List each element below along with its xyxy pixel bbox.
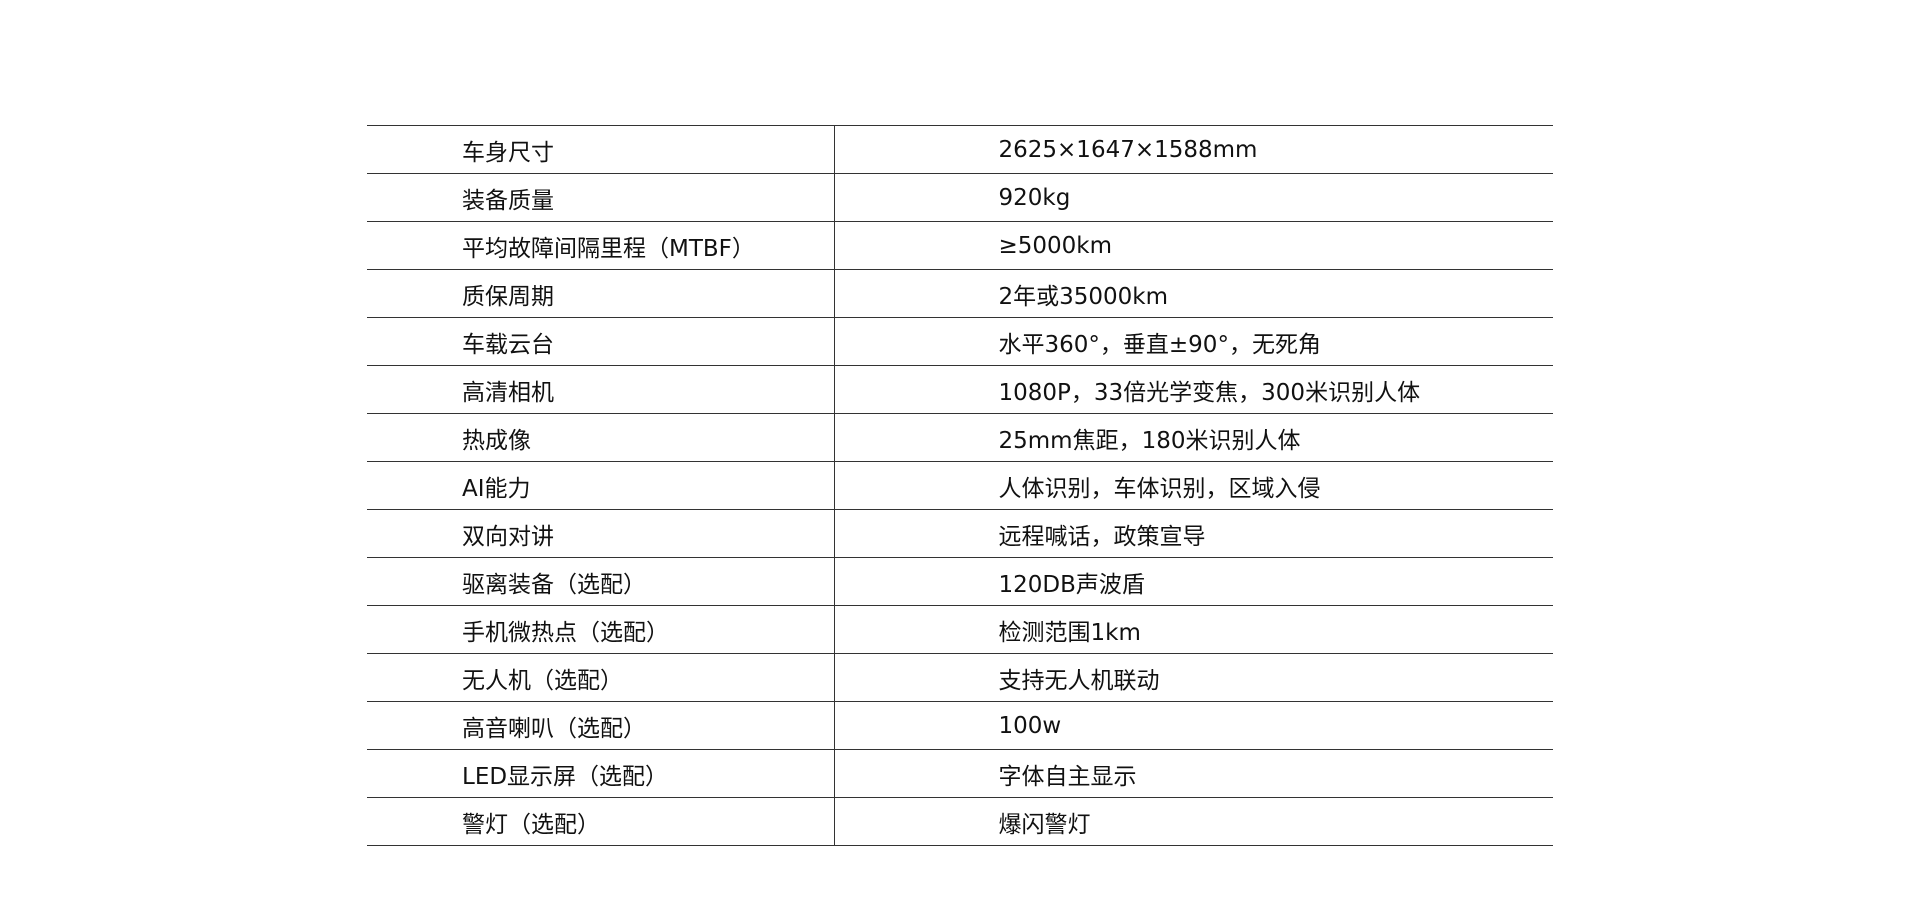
spec-row: AI能力 人体识别，车体识别，区域入侵	[367, 461, 1553, 510]
spec-value: 字体自主显示	[834, 749, 1553, 798]
spec-name: LED显示屏（选配）	[367, 749, 835, 798]
spec-name: 高音喇叭（选配）	[367, 701, 835, 750]
spec-name: 车身尺寸	[367, 125, 835, 174]
spec-name: 警灯（选配）	[367, 797, 835, 846]
spec-value: 水平360°，垂直±90°，无死角	[834, 317, 1553, 366]
spec-name: 手机微热点（选配）	[367, 605, 835, 654]
spec-name: 装备质量	[367, 173, 835, 222]
spec-value: 2年或35000km	[834, 269, 1553, 318]
spec-row: 平均故障间隔里程（MTBF） ≥5000km	[367, 221, 1553, 270]
spec-value: 1080P，33倍光学变焦，300米识别人体	[834, 365, 1553, 414]
spec-row: 车载云台 水平360°，垂直±90°，无死角	[367, 317, 1553, 366]
spec-row: 装备质量 920kg	[367, 173, 1553, 222]
spec-row: 高音喇叭（选配） 100w	[367, 701, 1553, 750]
spec-value: 2625×1647×1588mm	[834, 125, 1553, 174]
spec-name: 驱离装备（选配）	[367, 557, 835, 606]
spec-name: 无人机（选配）	[367, 653, 835, 702]
spec-name: 平均故障间隔里程（MTBF）	[367, 221, 835, 270]
spec-row: 双向对讲 远程喊话，政策宣导	[367, 509, 1553, 558]
spec-name: 双向对讲	[367, 509, 835, 558]
spec-row: 热成像 25mm焦距，180米识别人体	[367, 413, 1553, 462]
spec-value: 100w	[834, 701, 1553, 750]
spec-table: 车身尺寸 2625×1647×1588mm 装备质量 920kg 平均故障间隔里程（MT…	[367, 125, 1553, 846]
spec-row: 警灯（选配） 爆闪警灯	[367, 797, 1553, 846]
spec-name: 质保周期	[367, 269, 835, 318]
spec-value: 支持无人机联动	[834, 653, 1553, 702]
spec-value: 远程喊话，政策宣导	[834, 509, 1553, 558]
spec-name: 热成像	[367, 413, 835, 462]
spec-name: 高清相机	[367, 365, 835, 414]
spec-row: LED显示屏（选配） 字体自主显示	[367, 749, 1553, 798]
spec-row: 车身尺寸 2625×1647×1588mm	[367, 125, 1553, 174]
spec-value: ≥5000km	[834, 221, 1553, 270]
spec-value: 25mm焦距，180米识别人体	[834, 413, 1553, 462]
spec-value: 920kg	[834, 173, 1553, 222]
spec-value: 爆闪警灯	[834, 797, 1553, 846]
spec-row: 质保周期 2年或35000km	[367, 269, 1553, 318]
spec-name: 车载云台	[367, 317, 835, 366]
spec-value: 120DB声波盾	[834, 557, 1553, 606]
spec-name: AI能力	[367, 461, 835, 510]
spec-row: 驱离装备（选配） 120DB声波盾	[367, 557, 1553, 606]
table-body: 车身尺寸 2625×1647×1588mm 装备质量 920kg 平均故障间隔里程（MT…	[367, 125, 1553, 846]
spec-value: 人体识别，车体识别，区域入侵	[834, 461, 1553, 510]
spec-row: 手机微热点（选配） 检测范围1km	[367, 605, 1553, 654]
spec-row: 无人机（选配） 支持无人机联动	[367, 653, 1553, 702]
spec-value: 检测范围1km	[834, 605, 1553, 654]
spec-row: 高清相机 1080P，33倍光学变焦，300米识别人体	[367, 365, 1553, 414]
